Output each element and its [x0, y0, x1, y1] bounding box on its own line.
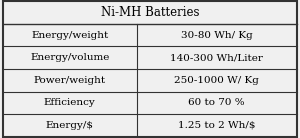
Text: 250-1000 W/ Kg: 250-1000 W/ Kg [174, 76, 259, 85]
Text: Energy/volume: Energy/volume [30, 53, 110, 62]
Text: 1.25 to 2 Wh/$: 1.25 to 2 Wh/$ [178, 121, 256, 130]
Text: Ni-MH Batteries: Ni-MH Batteries [101, 6, 199, 19]
Text: Energy/$: Energy/$ [46, 121, 94, 130]
Text: Efficiency: Efficiency [44, 98, 96, 107]
Text: 60 to 70 %: 60 to 70 % [188, 98, 245, 107]
Text: Power/weight: Power/weight [34, 76, 106, 85]
Text: 30-80 Wh/ Kg: 30-80 Wh/ Kg [181, 31, 253, 40]
Text: 140-300 Wh/Liter: 140-300 Wh/Liter [170, 53, 263, 62]
Text: Energy/weight: Energy/weight [31, 31, 108, 40]
